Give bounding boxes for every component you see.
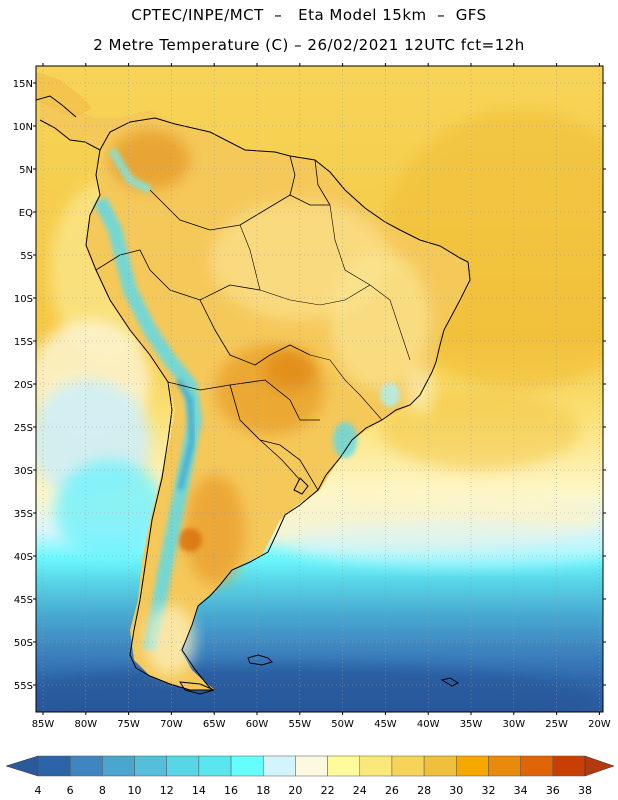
colorbar-label: 28 bbox=[417, 784, 431, 797]
colorbar-swatch bbox=[295, 755, 328, 777]
colorbar-label: 8 bbox=[99, 784, 106, 797]
colorbar-label: 22 bbox=[321, 784, 335, 797]
colorbar-label: 38 bbox=[578, 784, 592, 797]
colorbar-swatch bbox=[134, 755, 167, 777]
colorbar-swatch bbox=[262, 755, 296, 777]
colorbar-swatch bbox=[359, 755, 393, 777]
colorbar-label: 14 bbox=[192, 784, 206, 797]
lat-label: 15N bbox=[13, 79, 33, 90]
lat-label: 25S bbox=[14, 423, 33, 434]
lon-label: 80W bbox=[74, 719, 97, 730]
lon-label: 35W bbox=[460, 719, 483, 730]
lat-label: 40S bbox=[14, 552, 33, 563]
lat-label: 50S bbox=[14, 638, 33, 649]
colorbar bbox=[5, 755, 615, 777]
colorbar-labels: 4 6 8 10 12 14 16 18 20 22 24 26 28 30 32 34 36 38 bbox=[35, 784, 593, 797]
colorbar-label: 20 bbox=[288, 784, 302, 797]
colorbar-low-arrow bbox=[5, 755, 39, 777]
colorbar-swatch bbox=[230, 755, 264, 777]
lon-label: 45W bbox=[374, 719, 397, 730]
lat-label: 15S bbox=[14, 337, 33, 348]
lon-label: 20W bbox=[588, 719, 611, 730]
colorbar-label: 6 bbox=[67, 784, 74, 797]
colorbar-label: 32 bbox=[481, 784, 495, 797]
colorbar-swatch bbox=[423, 755, 457, 777]
colorbar-swatch bbox=[327, 755, 361, 777]
lat-label: 30S bbox=[14, 466, 33, 477]
map-title-line1: CPTEC/INPE/MCT – Eta Model 15km – GFS bbox=[131, 6, 487, 24]
colorbar-swatch bbox=[391, 755, 425, 777]
colorbar-label: 30 bbox=[449, 784, 463, 797]
lon-label: 25W bbox=[545, 719, 568, 730]
lat-label: 10N bbox=[13, 122, 33, 133]
colorbar-label: 26 bbox=[385, 784, 399, 797]
lat-label: 35S bbox=[14, 509, 33, 520]
colorbar-swatch bbox=[520, 755, 554, 777]
lon-label: 50W bbox=[331, 719, 354, 730]
colorbar-swatch bbox=[198, 755, 232, 777]
lat-label: 10S bbox=[14, 294, 33, 305]
lat-label: 20S bbox=[14, 380, 33, 391]
lon-label: 85W bbox=[32, 719, 55, 730]
colorbar-label: 4 bbox=[35, 784, 42, 797]
colorbar-swatch bbox=[488, 755, 521, 777]
longitude-labels: 85W 80W 75W 70W 65W 60W 55W 50W 45W 40W 35W 30W 25W 2… bbox=[32, 719, 611, 730]
colorbar-swatch bbox=[166, 755, 200, 777]
colorbar-high-arrow bbox=[584, 755, 615, 777]
colorbar-swatch bbox=[37, 755, 71, 777]
colorbar-label: 34 bbox=[514, 784, 528, 797]
colorbar-swatch bbox=[69, 755, 103, 777]
temperature-field bbox=[36, 66, 603, 712]
map-title-line2: 2 Metre Temperature (C) – 26/02/2021 12U… bbox=[93, 36, 525, 54]
lat-label: EQ bbox=[19, 208, 33, 219]
lon-label: 60W bbox=[246, 719, 269, 730]
colorbar-swatch bbox=[456, 755, 489, 777]
lat-label: 45S bbox=[14, 595, 33, 606]
colorbar-label: 18 bbox=[256, 784, 270, 797]
lon-label: 55W bbox=[288, 719, 311, 730]
colorbar-label: 10 bbox=[128, 784, 142, 797]
colorbar-label: 12 bbox=[160, 784, 174, 797]
colorbar-label: 24 bbox=[353, 784, 367, 797]
lon-label: 70W bbox=[160, 719, 183, 730]
map-frame bbox=[35, 65, 604, 713]
lon-label: 65W bbox=[203, 719, 226, 730]
colorbar-swatch bbox=[552, 755, 586, 777]
lon-label: 75W bbox=[117, 719, 140, 730]
lat-label: 55S bbox=[14, 681, 33, 692]
lon-label: 40W bbox=[417, 719, 440, 730]
lat-label: 5N bbox=[19, 165, 33, 176]
colorbar-label: 16 bbox=[224, 784, 238, 797]
lat-label: 5S bbox=[20, 251, 33, 262]
colorbar-swatch bbox=[102, 755, 135, 777]
latitude-labels: 15N 10N 5N EQ 5S 10S 15S 20S 25S 30S 35S 40S 45S 50S 5… bbox=[13, 79, 33, 692]
colorbar-label: 36 bbox=[546, 784, 560, 797]
lon-label: 30W bbox=[502, 719, 525, 730]
